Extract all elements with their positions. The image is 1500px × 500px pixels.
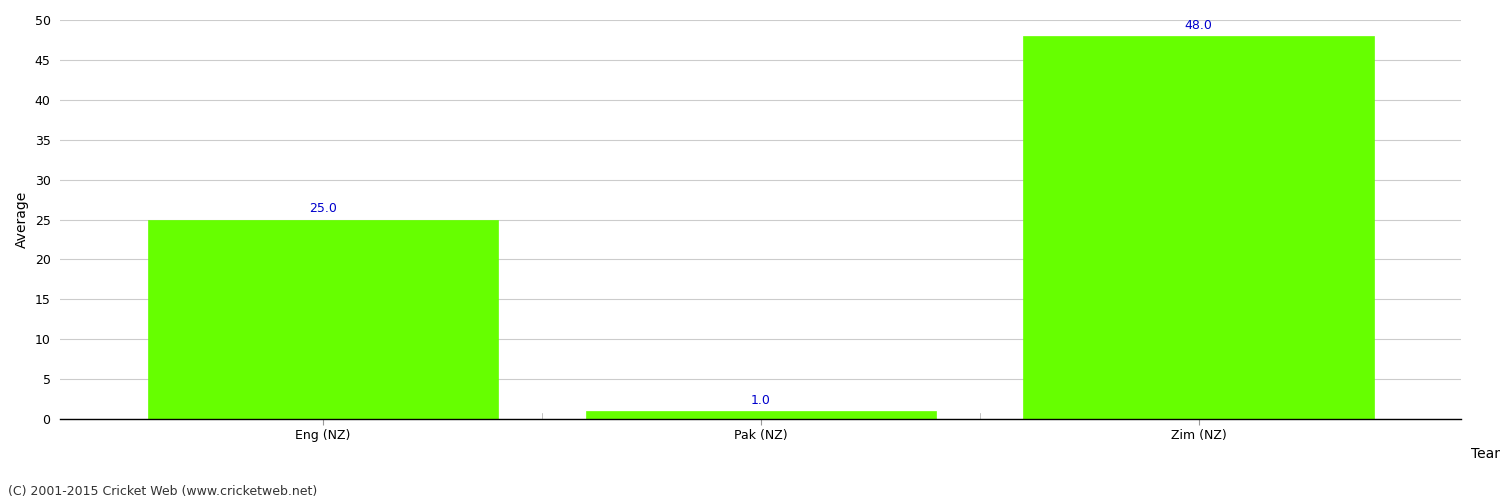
- Bar: [148, 220, 498, 419]
- Text: 25.0: 25.0: [309, 202, 338, 215]
- Text: (C) 2001-2015 Cricket Web (www.cricketweb.net): (C) 2001-2015 Cricket Web (www.cricketwe…: [8, 485, 316, 498]
- Text: 48.0: 48.0: [1185, 19, 1212, 32]
- X-axis label: Team: Team: [1472, 447, 1500, 461]
- Text: 1.0: 1.0: [752, 394, 771, 407]
- Bar: [585, 411, 936, 419]
- Bar: [1023, 36, 1374, 419]
- Y-axis label: Average: Average: [15, 191, 28, 248]
